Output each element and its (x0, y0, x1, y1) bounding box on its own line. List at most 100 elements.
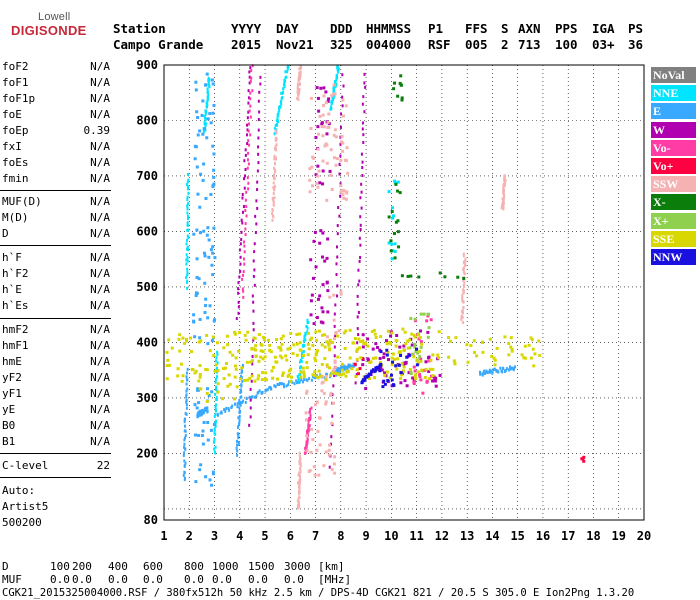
legend-item-vo-: Vo+ (651, 158, 696, 174)
data-point (198, 468, 202, 472)
data-point (358, 346, 362, 350)
data-point (252, 347, 256, 351)
data-point (273, 384, 276, 388)
data-point (321, 182, 325, 186)
data-point (330, 421, 334, 425)
data-point (275, 143, 278, 147)
param-name: foE (2, 108, 22, 121)
data-point (204, 408, 207, 412)
header-pps-value: 100 (555, 37, 578, 52)
data-point (298, 377, 301, 381)
data-point (333, 312, 336, 316)
data-point (275, 156, 278, 160)
data-point (317, 473, 321, 477)
data-point (299, 479, 302, 483)
data-point (336, 224, 339, 228)
muf-value: 0.0 (212, 573, 232, 586)
data-point (186, 234, 189, 238)
data-point (186, 180, 189, 184)
data-point (186, 378, 189, 382)
data-point (197, 379, 201, 383)
data-point (330, 435, 333, 439)
data-point (204, 196, 208, 200)
data-point (313, 370, 317, 374)
data-point (299, 375, 303, 379)
data-point (313, 473, 317, 477)
data-point (328, 338, 332, 342)
data-point (309, 414, 312, 418)
data-point (178, 333, 182, 337)
data-point (288, 380, 291, 384)
data-point (341, 365, 344, 369)
data-point (251, 362, 254, 366)
param-name: fxI (2, 140, 22, 153)
data-point (261, 371, 265, 375)
data-point (236, 402, 239, 406)
data-point (400, 96, 404, 100)
data-point (309, 450, 313, 454)
data-point (240, 238, 243, 242)
data-point (213, 427, 216, 431)
auto-code: 500200 (2, 516, 42, 529)
data-point (257, 152, 260, 156)
data-point (361, 121, 364, 125)
series-e (182, 72, 517, 487)
data-point (298, 332, 302, 336)
data-point (321, 113, 325, 117)
data-point (186, 221, 189, 225)
param-name: h`F (2, 251, 22, 264)
data-point (390, 378, 394, 382)
data-point (340, 368, 344, 372)
data-point (273, 147, 276, 151)
data-point (237, 311, 240, 315)
data-point (240, 218, 243, 222)
data-point (332, 401, 336, 405)
data-point (416, 351, 420, 355)
data-point (278, 354, 282, 358)
data-point (484, 372, 487, 376)
data-point (216, 361, 219, 365)
data-point (355, 373, 358, 377)
data-point (383, 382, 387, 386)
data-point (367, 377, 371, 381)
data-point (298, 88, 301, 92)
data-point (228, 382, 232, 386)
data-point (205, 391, 209, 395)
data-point (305, 443, 308, 447)
header-station-label: Station (113, 21, 166, 36)
data-point (323, 259, 327, 263)
data-point (211, 335, 215, 339)
data-point (270, 387, 273, 391)
data-point (268, 386, 271, 390)
data-point (259, 75, 262, 79)
data-point (198, 231, 202, 235)
data-point (257, 359, 261, 363)
data-point (193, 403, 197, 407)
data-point (259, 355, 263, 359)
data-point (345, 370, 349, 374)
data-point (183, 420, 186, 424)
data-point (324, 375, 328, 379)
data-point (342, 196, 346, 200)
data-point (360, 182, 363, 186)
data-point (316, 376, 320, 380)
data-point (485, 370, 488, 374)
data-point (315, 373, 318, 377)
data-point (272, 198, 275, 202)
data-point (399, 353, 403, 357)
data-point (243, 159, 246, 163)
data-point (272, 186, 275, 190)
data-point (419, 312, 423, 316)
data-point (502, 185, 505, 189)
divider (0, 453, 111, 454)
param-name: fmin (2, 172, 29, 185)
data-point (304, 333, 307, 337)
data-point (337, 366, 340, 370)
data-point (240, 366, 244, 370)
data-point (182, 341, 186, 345)
data-point (326, 310, 330, 314)
data-point (400, 362, 404, 366)
muf-value: 0.0 (248, 573, 268, 586)
data-point (251, 64, 254, 68)
divider (0, 477, 111, 478)
